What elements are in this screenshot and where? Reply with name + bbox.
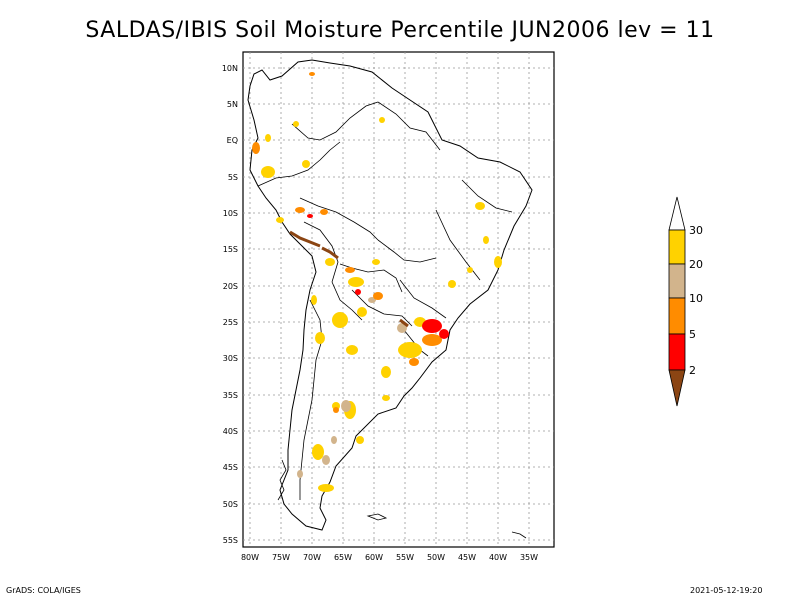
percentile-shading <box>252 72 502 492</box>
colorbar-swatch-10-20 <box>668 263 686 299</box>
footer-credit: GrADS: COLA/IGES <box>6 586 81 595</box>
continent-outline <box>247 59 533 531</box>
lat-tick: 35S <box>223 391 238 400</box>
lon-tick: 50W <box>427 553 445 562</box>
latitude-axis: 10N 5N EQ 5S 10S 15S 20S 25S 30S 35S 40S… <box>222 64 238 545</box>
lat-tick: 20S <box>223 282 238 291</box>
colorbar-swatch-5-10 <box>668 297 686 335</box>
colorbar-label: 2 <box>689 364 696 377</box>
lat-tick: 5N <box>227 100 238 109</box>
colorbar-label: 5 <box>689 328 696 341</box>
lon-tick: 55W <box>396 553 414 562</box>
lat-tick: 45S <box>223 463 238 472</box>
lon-tick: 65W <box>334 553 352 562</box>
colorbar: 30 20 10 5 2 <box>668 196 703 407</box>
colorbar-label: 10 <box>689 292 703 305</box>
colorbar-swatch-20-30 <box>668 229 686 265</box>
lat-tick: 15S <box>223 245 238 254</box>
lon-tick: 75W <box>272 553 290 562</box>
lat-tick: 10S <box>223 209 238 218</box>
lon-tick: 45W <box>458 553 476 562</box>
lon-tick: 80W <box>241 553 259 562</box>
lat-tick: 5S <box>228 173 238 182</box>
lat-tick: 50S <box>223 500 238 509</box>
lat-tick: 30S <box>223 354 238 363</box>
lat-tick: 40S <box>223 427 238 436</box>
colorbar-swatch-2-5 <box>668 333 686 371</box>
lat-tick: 55S <box>223 536 238 545</box>
colorbar-label: 30 <box>689 224 703 237</box>
longitude-axis: 80W 75W 70W 65W 60W 55W 50W 45W 40W 35W <box>241 553 538 562</box>
lon-tick: 60W <box>365 553 383 562</box>
southern-islands <box>277 459 527 539</box>
plot-frame <box>242 51 555 548</box>
lat-tick: 25S <box>223 318 238 327</box>
colorbar-upper-triangle <box>668 196 686 231</box>
gridlines <box>243 52 554 547</box>
lon-tick: 40W <box>489 553 507 562</box>
lon-tick: 35W <box>520 553 538 562</box>
colorbar-label: 20 <box>689 258 703 271</box>
lon-tick: 70W <box>303 553 321 562</box>
footer-timestamp: 2021-05-12-19:20 <box>690 586 763 595</box>
map-title: SALDAS/IBIS Soil Moisture Percentile JUN… <box>85 18 715 43</box>
colorbar-lower-triangle <box>668 369 686 407</box>
lat-tick: EQ <box>227 136 238 145</box>
lat-tick: 10N <box>222 64 238 73</box>
